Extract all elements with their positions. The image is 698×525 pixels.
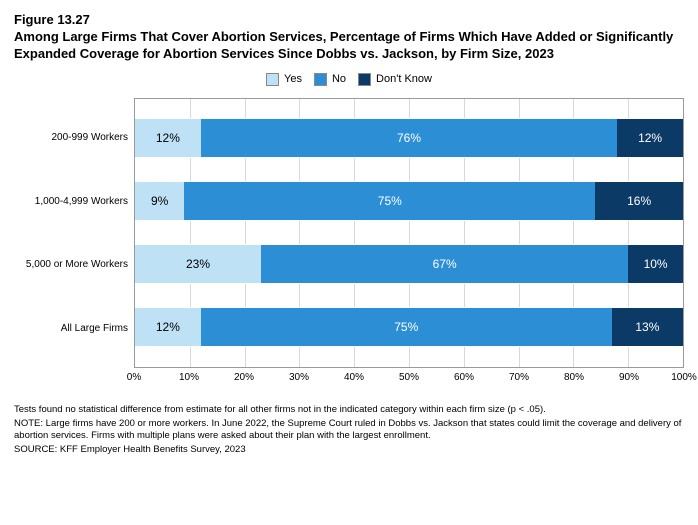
x-axis: 0%10%20%30%40%50%60%70%80%90%100% xyxy=(134,372,684,386)
legend-item-yes: Yes xyxy=(266,73,302,86)
y-axis-labels: 200-999 Workers 1,000-4,999 Workers 5,00… xyxy=(14,98,134,368)
y-label: All Large Firms xyxy=(14,323,128,334)
legend-label-no: No xyxy=(332,73,346,85)
legend: Yes No Don't Know xyxy=(14,73,684,86)
y-label: 1,000-4,999 Workers xyxy=(14,196,128,207)
bar-row: 9%75%16% xyxy=(135,181,683,221)
bar-segment-dk: 12% xyxy=(617,118,683,158)
x-tick: 20% xyxy=(234,372,254,383)
x-tick: 90% xyxy=(619,372,639,383)
legend-label-yes: Yes xyxy=(284,73,302,85)
x-tick: 60% xyxy=(454,372,474,383)
footer-stat-note: Tests found no statistical difference fr… xyxy=(14,404,684,417)
bar-row: 12%76%12% xyxy=(135,118,683,158)
legend-label-dk: Don't Know xyxy=(376,73,432,85)
bar-segment-dk: 10% xyxy=(628,244,683,284)
x-tick: 30% xyxy=(289,372,309,383)
y-label: 200-999 Workers xyxy=(14,132,128,143)
bar-segment-dk: 13% xyxy=(612,307,683,347)
plot-area: 12%76%12% 9%75%16% 23%67%10% 12%75%13% xyxy=(134,98,684,368)
bar-segment-no: 75% xyxy=(201,307,612,347)
footer-note: NOTE: Large firms have 200 or more worke… xyxy=(14,418,684,444)
bar-segment-dk: 16% xyxy=(595,181,683,221)
bar-segment-yes: 12% xyxy=(135,307,201,347)
x-tick: 50% xyxy=(399,372,419,383)
x-tick: 0% xyxy=(127,372,141,383)
legend-swatch-no xyxy=(314,73,327,86)
bar-segment-yes: 9% xyxy=(135,181,184,221)
footer-source: SOURCE: KFF Employer Health Benefits Sur… xyxy=(14,444,684,457)
x-tick: 70% xyxy=(509,372,529,383)
x-tick: 100% xyxy=(671,372,697,383)
figure-label: Figure 13.27 xyxy=(14,12,684,27)
bar-segment-no: 75% xyxy=(184,181,595,221)
legend-item-dk: Don't Know xyxy=(358,73,432,86)
chart: 200-999 Workers 1,000-4,999 Workers 5,00… xyxy=(14,98,684,368)
bar-row: 12%75%13% xyxy=(135,307,683,347)
figure-title: Among Large Firms That Cover Abortion Se… xyxy=(14,29,684,63)
legend-swatch-yes xyxy=(266,73,279,86)
bar-segment-yes: 23% xyxy=(135,244,261,284)
y-label: 5,000 or More Workers xyxy=(14,259,128,270)
x-tick: 10% xyxy=(179,372,199,383)
x-tick: 80% xyxy=(564,372,584,383)
legend-swatch-dk xyxy=(358,73,371,86)
x-tick: 40% xyxy=(344,372,364,383)
bar-segment-no: 67% xyxy=(261,244,628,284)
legend-item-no: No xyxy=(314,73,346,86)
footer-notes: Tests found no statistical difference fr… xyxy=(14,404,684,457)
bar-segment-no: 76% xyxy=(201,118,617,158)
bar-segment-yes: 12% xyxy=(135,118,201,158)
bar-row: 23%67%10% xyxy=(135,244,683,284)
